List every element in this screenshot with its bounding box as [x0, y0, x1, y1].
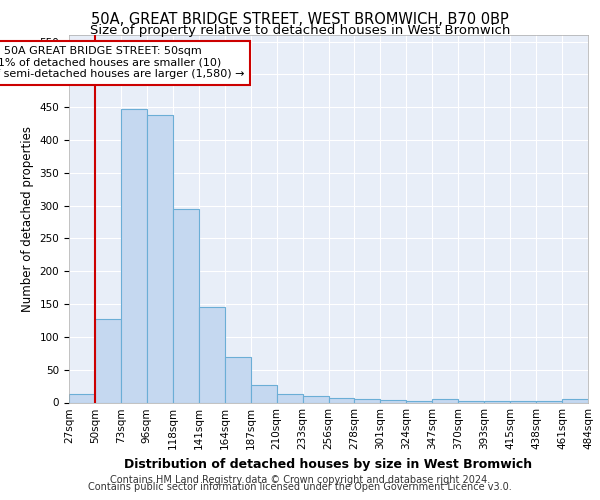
- Bar: [251, 386, 277, 402]
- Bar: [380, 400, 406, 402]
- Bar: [433, 399, 458, 402]
- Text: Size of property relative to detached houses in West Bromwich: Size of property relative to detached ho…: [90, 24, 510, 37]
- Text: 50A GREAT BRIDGE STREET: 50sqm
← 1% of detached houses are smaller (10)
99% of s: 50A GREAT BRIDGE STREET: 50sqm ← 1% of d…: [0, 46, 244, 80]
- Bar: [510, 401, 536, 402]
- X-axis label: Distribution of detached houses by size in West Bromwich: Distribution of detached houses by size …: [124, 458, 533, 471]
- Bar: [329, 398, 355, 402]
- Bar: [225, 357, 251, 403]
- Bar: [199, 308, 224, 402]
- Bar: [95, 318, 121, 402]
- Bar: [458, 400, 484, 402]
- Bar: [147, 115, 173, 403]
- Bar: [484, 400, 510, 402]
- Text: Contains public sector information licensed under the Open Government Licence v3: Contains public sector information licen…: [88, 482, 512, 492]
- Text: 50A, GREAT BRIDGE STREET, WEST BROMWICH, B70 0BP: 50A, GREAT BRIDGE STREET, WEST BROMWICH,…: [91, 12, 509, 28]
- Bar: [562, 398, 588, 402]
- Bar: [355, 399, 380, 402]
- Text: Contains HM Land Registry data © Crown copyright and database right 2024.: Contains HM Land Registry data © Crown c…: [110, 475, 490, 485]
- Bar: [277, 394, 302, 402]
- Bar: [173, 209, 199, 402]
- Bar: [121, 109, 147, 403]
- Bar: [302, 396, 329, 402]
- Bar: [406, 400, 432, 402]
- Y-axis label: Number of detached properties: Number of detached properties: [21, 126, 34, 312]
- Bar: [536, 400, 562, 402]
- Bar: [69, 394, 95, 402]
